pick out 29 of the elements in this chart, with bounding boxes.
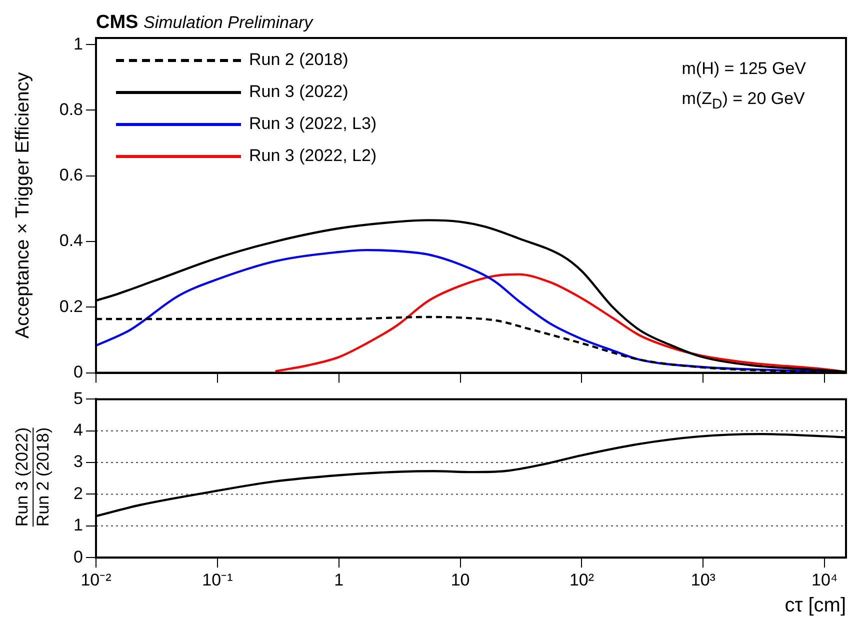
y-tick-label: 1 xyxy=(74,516,83,535)
y-tick-label: 0.8 xyxy=(59,100,83,119)
y-tick-label: 5 xyxy=(74,388,83,408)
y-tick-label: 1 xyxy=(74,34,83,54)
legend-label: Run 2 (2018) xyxy=(249,50,348,70)
x-tick-label: 10⁴ xyxy=(812,570,838,590)
y-tick-label: 0.6 xyxy=(59,166,83,185)
x-tick-label: 10⁻² xyxy=(80,570,112,590)
annotation: m(Z$_{D}$) = 20 GeV xyxy=(682,88,806,114)
y-tick-label: 0 xyxy=(74,362,83,382)
chart-title: CMS Simulation Preliminary xyxy=(96,12,313,33)
legend-label: Run 3 (2022) xyxy=(249,82,348,102)
annotation: m(H) = 125 GeV xyxy=(682,58,806,80)
x-tick-label: 10⁻¹ xyxy=(202,570,234,590)
y-tick-label: 0.4 xyxy=(59,231,83,250)
y-axis-title: Acceptance × Trigger Efficiency xyxy=(12,72,34,339)
legend-label: Run 3 (2022, L2) xyxy=(249,146,377,166)
y-tick-label: 0 xyxy=(74,547,83,566)
x-tick-label: 10 xyxy=(450,570,470,590)
y-tick-label: 0.2 xyxy=(59,296,83,316)
x-tick-label: 1 xyxy=(334,570,344,590)
y-axis-title: Run 3 (2022) Run 2 (2018) xyxy=(12,427,54,527)
x-axis-title: cτ [cm] xyxy=(784,594,846,617)
y-tick-label: 2 xyxy=(74,484,83,503)
legend-label: Run 3 (2022, L3) xyxy=(249,114,377,134)
x-tick-label: 10³ xyxy=(690,570,716,590)
x-tick-label: 10² xyxy=(569,570,594,590)
y-tick-label: 3 xyxy=(74,452,83,472)
y-tick-label: 4 xyxy=(74,420,83,440)
